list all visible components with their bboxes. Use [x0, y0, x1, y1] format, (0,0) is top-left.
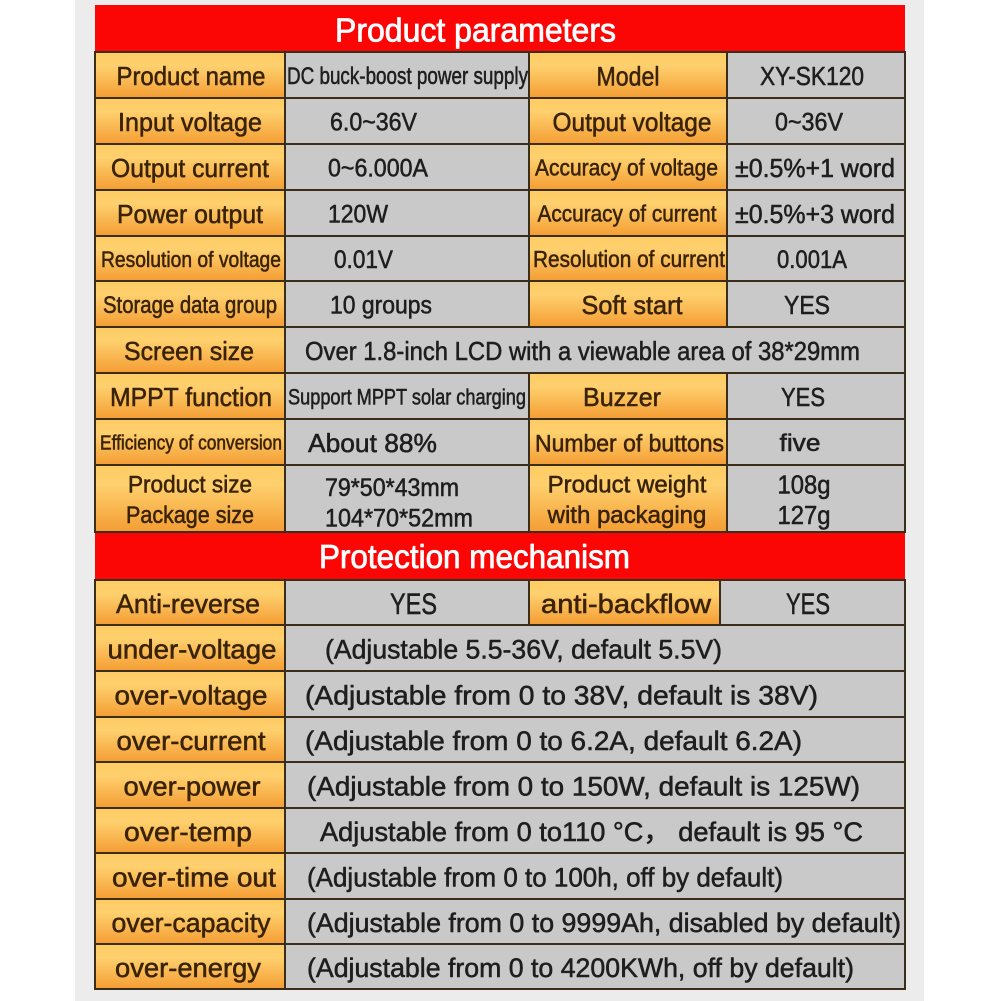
svg-text:0.001A: 0.001A [777, 246, 847, 274]
svg-text:anti-backflow: anti-backflow [541, 589, 712, 619]
svg-text:over-power: over-power [124, 771, 261, 801]
svg-text:Output voltage: Output voltage [553, 107, 712, 137]
svg-text:±0.5%+3 word: ±0.5%+3 word [735, 199, 895, 229]
svg-text:104*70*52mm: 104*70*52mm [325, 505, 473, 533]
svg-text:127g: 127g [778, 500, 831, 530]
svg-text:Resolution of voltage: Resolution of voltage [101, 247, 281, 272]
svg-text:Accuracy of voltage: Accuracy of voltage [535, 155, 718, 181]
svg-text:Adjustable from 0 to110 °C， d: Adjustable from 0 to110 °C， default is 9… [320, 817, 863, 847]
svg-text:Power output: Power output [117, 199, 264, 229]
svg-text:YES: YES [784, 290, 830, 320]
svg-text:(Adjustable from 0 to 4200KWh,: (Adjustable from 0 to 4200KWh, off by de… [307, 953, 854, 983]
svg-text:over-energy: over-energy [115, 953, 261, 983]
svg-text:(Adjustable from 0 to 9999Ah,: (Adjustable from 0 to 9999Ah, disabled b… [307, 908, 901, 938]
svg-text:Efficiency of conversion: Efficiency of conversion [100, 433, 282, 455]
svg-text:Product size: Product size [128, 472, 252, 499]
svg-text:YES: YES [390, 588, 437, 621]
svg-text:108g: 108g [778, 469, 831, 499]
svg-text:(Adjustable from 0 to 6.2A, de: (Adjustable from 0 to 6.2A, default 6.2A… [305, 726, 802, 756]
svg-text:0.01V: 0.01V [334, 246, 393, 274]
svg-text:0~6.000A: 0~6.000A [328, 155, 428, 183]
svg-text:YES: YES [781, 382, 825, 412]
svg-text:over-time out: over-time out [112, 862, 277, 892]
svg-text:Buzzer: Buzzer [583, 382, 661, 412]
svg-text:(Adjustable from 0 to 38V, def: (Adjustable from 0 to 38V, default is 38… [305, 680, 818, 710]
svg-text:79*50*43mm: 79*50*43mm [325, 474, 459, 502]
svg-text:with packaging: with packaging [547, 502, 707, 529]
svg-text:Product parameters: Product parameters [335, 11, 616, 48]
svg-text:over-capacity: over-capacity [112, 908, 271, 938]
svg-text:120W: 120W [328, 201, 388, 229]
svg-text:6.0~36V: 6.0~36V [330, 109, 417, 137]
svg-text:MPPT function: MPPT function [110, 382, 272, 412]
svg-text:Over 1.8-inch LCD with a viewa: Over 1.8-inch LCD with a viewable area o… [305, 336, 860, 366]
svg-text:Screen size: Screen size [124, 336, 254, 366]
svg-text:over-temp: over-temp [124, 817, 252, 847]
svg-text:XY-SK120: XY-SK120 [760, 61, 864, 91]
svg-text:over-voltage: over-voltage [115, 680, 268, 710]
svg-text:Soft start: Soft start [582, 290, 684, 320]
svg-text:DC buck-boost power supply: DC buck-boost power supply [287, 63, 528, 90]
svg-text:(Adjustable from 0 to 150W, de: (Adjustable from 0 to 150W, default is 1… [307, 771, 860, 801]
svg-text:Package size: Package size [126, 502, 254, 529]
svg-text:Number of buttons: Number of buttons [535, 430, 724, 457]
svg-text:10 groups: 10 groups [330, 292, 432, 320]
svg-text:(Adjustable 5.5-36V, default 5: (Adjustable 5.5-36V, default 5.5V) [325, 634, 722, 664]
svg-text:Anti-reverse: Anti-reverse [116, 589, 260, 619]
svg-text:five: five [780, 430, 821, 457]
svg-text:Storage data group: Storage data group [103, 292, 277, 319]
svg-text:Output current: Output current [111, 153, 270, 183]
svg-text:Protection mechanism: Protection mechanism [319, 538, 630, 575]
svg-text:About 88%: About 88% [308, 428, 437, 458]
svg-text:±0.5%+1 word: ±0.5%+1 word [735, 153, 895, 183]
svg-text:0~36V: 0~36V [775, 109, 843, 137]
svg-text:over-current: over-current [117, 726, 267, 756]
svg-text:under-voltage: under-voltage [108, 634, 277, 664]
svg-text:YES: YES [786, 588, 830, 621]
svg-text:Product weight: Product weight [548, 472, 707, 499]
svg-text:Support MPPT solar charging: Support MPPT solar charging [288, 384, 526, 409]
svg-text:Resolution of current: Resolution of current [533, 246, 726, 272]
svg-text:Accuracy of current: Accuracy of current [538, 201, 718, 227]
svg-text:Product name: Product name [117, 61, 266, 91]
svg-text:(Adjustable from 0 to 100h, of: (Adjustable from 0 to 100h, off by defau… [307, 862, 783, 892]
svg-text:Input voltage: Input voltage [118, 107, 262, 137]
svg-text:Model: Model [597, 61, 660, 91]
